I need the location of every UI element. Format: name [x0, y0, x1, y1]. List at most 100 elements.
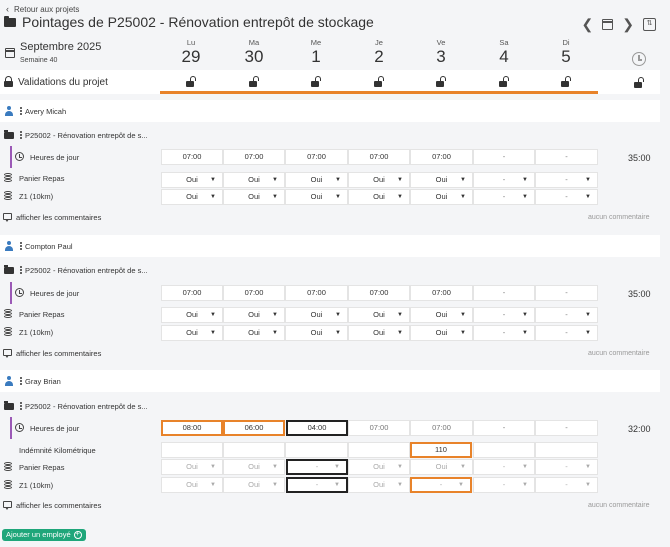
- zone-select[interactable]: Oui ▼: [223, 325, 285, 341]
- panier-select[interactable]: Oui ▼: [410, 307, 473, 323]
- zone-select[interactable]: Oui ▼: [348, 189, 410, 205]
- day-name: Me: [310, 38, 322, 47]
- km-cell[interactable]: [473, 442, 535, 458]
- select-value: -: [502, 175, 506, 184]
- unlock-icon[interactable]: [561, 76, 572, 87]
- hours-cell[interactable]: 07:00: [223, 149, 285, 165]
- hours-cell[interactable]: -: [535, 285, 598, 301]
- add-employee-button[interactable]: Ajouter un employé +: [2, 529, 86, 541]
- panier-select[interactable]: - ▼: [535, 172, 598, 188]
- hours-cell[interactable]: -: [535, 149, 598, 165]
- zone-select[interactable]: Oui ▼: [223, 189, 285, 205]
- km-cell[interactable]: [161, 442, 223, 458]
- panier-select[interactable]: Oui ▼: [223, 307, 285, 323]
- zone-select[interactable]: Oui ▼: [223, 477, 285, 493]
- zone-select[interactable]: - ▼: [535, 325, 598, 341]
- zone-select[interactable]: Oui ▼: [285, 325, 348, 341]
- zone-select[interactable]: Oui ▼: [410, 325, 473, 341]
- unlock-icon[interactable]: [186, 76, 197, 87]
- km-cell[interactable]: 110: [410, 442, 472, 458]
- zone-select[interactable]: Oui ▼: [348, 477, 410, 493]
- hours-cell[interactable]: 04:00: [286, 420, 348, 436]
- panier-select[interactable]: Oui ▼: [161, 172, 223, 188]
- panier-select[interactable]: Oui ▼: [161, 459, 223, 475]
- panier-select[interactable]: Oui ▼: [161, 307, 223, 323]
- panier-select[interactable]: Oui ▼: [348, 459, 410, 475]
- hours-cell[interactable]: 07:00: [285, 285, 348, 301]
- zone-select[interactable]: - ▼: [535, 189, 598, 205]
- toggle-icon[interactable]: ⇅: [643, 18, 656, 31]
- hours-cell[interactable]: -: [473, 420, 535, 436]
- panier-select[interactable]: Oui ▼: [223, 172, 285, 188]
- unlock-icon[interactable]: [499, 76, 510, 87]
- kebab-menu-icon[interactable]: [20, 402, 22, 410]
- panier-select[interactable]: - ▼: [535, 307, 598, 323]
- unlock-icon[interactable]: [436, 76, 447, 87]
- hours-cell[interactable]: 07:00: [410, 149, 473, 165]
- unlock-icon[interactable]: [374, 76, 385, 87]
- km-cell[interactable]: [348, 442, 410, 458]
- panier-select[interactable]: - ▼: [473, 459, 535, 475]
- kebab-menu-icon[interactable]: [20, 242, 22, 250]
- kebab-menu-icon[interactable]: [20, 266, 22, 274]
- hours-cell[interactable]: 07:00: [348, 420, 410, 436]
- chevron-left-icon[interactable]: ❮: [581, 16, 594, 32]
- hours-cell[interactable]: 07:00: [223, 285, 285, 301]
- zone-select[interactable]: - ▼: [535, 477, 598, 493]
- zone-select[interactable]: Oui ▼: [161, 325, 223, 341]
- kebab-menu-icon[interactable]: [20, 131, 22, 139]
- kebab-menu-icon[interactable]: [20, 107, 22, 115]
- panier-select[interactable]: Oui ▼: [285, 307, 348, 323]
- unlock-icon[interactable]: [311, 76, 322, 87]
- show-comments-link[interactable]: afficher les commentaires: [16, 349, 102, 358]
- km-cell[interactable]: [285, 442, 348, 458]
- back-link[interactable]: ‹ Retour aux projets: [6, 4, 79, 14]
- zone-select[interactable]: Oui ▼: [285, 189, 348, 205]
- panier-select[interactable]: - ▼: [535, 459, 598, 475]
- panier-select[interactable]: Oui ▼: [410, 172, 473, 188]
- zone-select[interactable]: - ▼: [473, 189, 535, 205]
- show-comments-link[interactable]: afficher les commentaires: [16, 213, 102, 222]
- hours-label: Heures de jour: [30, 289, 80, 298]
- zone-select[interactable]: Oui ▼: [348, 325, 410, 341]
- show-comments-link[interactable]: afficher les commentaires: [16, 501, 102, 510]
- panier-select[interactable]: Oui ▼: [348, 172, 410, 188]
- panier-select[interactable]: Oui ▼: [410, 459, 473, 475]
- km-cell[interactable]: [535, 442, 598, 458]
- chevron-right-icon[interactable]: ❯: [622, 16, 634, 32]
- zone-select[interactable]: - ▼: [410, 477, 472, 493]
- hours-cell[interactable]: -: [473, 149, 535, 165]
- clock-icon: [15, 423, 24, 432]
- panier-select[interactable]: - ▼: [473, 172, 535, 188]
- select-value: Oui: [186, 175, 198, 184]
- hours-cell[interactable]: 07:00: [348, 149, 410, 165]
- hours-cell[interactable]: 07:00: [348, 285, 410, 301]
- unlock-icon[interactable]: [249, 76, 260, 87]
- unlock-icon[interactable]: [634, 77, 645, 88]
- panier-select[interactable]: Oui ▼: [348, 307, 410, 323]
- panier-select[interactable]: Oui ▼: [285, 172, 348, 188]
- hours-cell[interactable]: 07:00: [161, 285, 223, 301]
- select-value: Oui: [248, 462, 260, 471]
- kebab-menu-icon[interactable]: [20, 377, 22, 385]
- zone-select[interactable]: Oui ▼: [161, 477, 223, 493]
- lock-icon[interactable]: [4, 76, 13, 87]
- zone-select[interactable]: - ▼: [473, 325, 535, 341]
- zone-select[interactable]: - ▼: [286, 477, 348, 493]
- zone-select[interactable]: Oui ▼: [410, 189, 473, 205]
- hours-cell[interactable]: -: [535, 420, 598, 436]
- hours-cell[interactable]: 07:00: [410, 420, 473, 436]
- hours-cell[interactable]: 07:00: [161, 149, 223, 165]
- zone-select[interactable]: Oui ▼: [161, 189, 223, 205]
- hours-cell[interactable]: 06:00: [223, 420, 285, 436]
- km-cell[interactable]: [223, 442, 285, 458]
- hours-cell[interactable]: 07:00: [410, 285, 473, 301]
- hours-cell[interactable]: 08:00: [161, 420, 223, 436]
- panier-select[interactable]: - ▼: [473, 307, 535, 323]
- hours-cell[interactable]: -: [473, 285, 535, 301]
- panier-select[interactable]: Oui ▼: [223, 459, 285, 475]
- calendar-icon[interactable]: [602, 19, 614, 30]
- hours-cell[interactable]: 07:00: [285, 149, 348, 165]
- panier-select[interactable]: - ▼: [286, 459, 348, 475]
- zone-select[interactable]: - ▼: [473, 477, 535, 493]
